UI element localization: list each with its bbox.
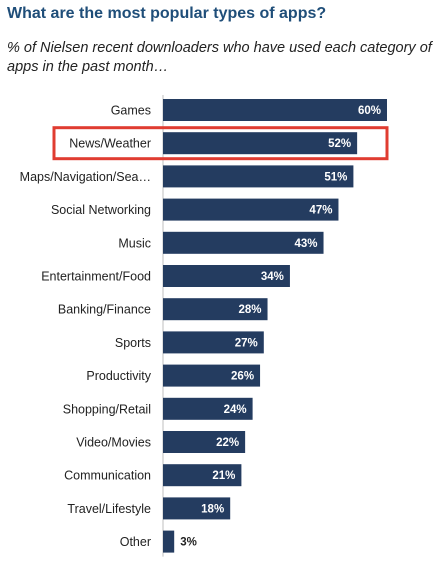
- bar-productivity: [163, 364, 261, 387]
- category-label-entertainment-food: Entertainment/Food: [41, 270, 151, 284]
- value-label-sports: 27%: [235, 337, 258, 349]
- bar-sports: [163, 331, 264, 354]
- bar-travel-lifestyle: [163, 497, 231, 520]
- category-label-games: Games: [111, 104, 151, 118]
- bar-news-weather: [163, 132, 358, 155]
- category-label-shopping-retail: Shopping/Retail: [63, 402, 151, 416]
- value-label-productivity: 26%: [231, 371, 254, 383]
- bar-video-movies: [163, 431, 246, 453]
- highlight-box: [52, 126, 389, 161]
- category-label-social-networking: Social Networking: [51, 203, 151, 217]
- value-label-video-movies: 22%: [216, 437, 239, 449]
- bar-social-networking: [163, 198, 339, 221]
- category-label-sports: Sports: [115, 336, 151, 350]
- category-label-news-weather: News/Weather: [69, 137, 151, 151]
- category-label-other: Other: [120, 535, 151, 549]
- chart-title: What are the most popular types of apps?: [7, 5, 327, 22]
- category-label-communication: Communication: [64, 469, 151, 483]
- category-label-video-movies: Video/Movies: [76, 436, 151, 450]
- bar-other: [163, 530, 175, 553]
- bar-shopping-retail: [163, 397, 253, 420]
- value-label-entertainment-food: 34%: [261, 271, 284, 283]
- value-label-other: 3%: [180, 537, 197, 549]
- value-label-games: 60%: [358, 105, 381, 117]
- bar-maps-navigation-sea: [163, 165, 354, 188]
- bar-music: [163, 231, 324, 254]
- value-label-shopping-retail: 24%: [224, 404, 247, 416]
- bar-banking-finance: [163, 298, 268, 321]
- value-label-social-networking: 47%: [309, 205, 332, 217]
- value-label-travel-lifestyle: 18%: [201, 503, 224, 515]
- value-label-maps-navigation-sea: 51%: [324, 171, 347, 183]
- category-label-music: Music: [118, 236, 151, 250]
- category-label-productivity: Productivity: [86, 369, 151, 383]
- value-label-banking-finance: 28%: [239, 304, 262, 316]
- category-label-travel-lifestyle: Travel/Lifestyle: [67, 502, 151, 516]
- chart-subtitle: % of Nielsen recent downloaders who have…: [7, 40, 432, 75]
- category-label-banking-finance: Banking/Finance: [58, 303, 151, 317]
- value-label-news-weather: 52%: [328, 138, 351, 150]
- bar-communication: [163, 464, 242, 487]
- category-label-maps-navigation-sea: Maps/Navigation/Sea…: [20, 170, 151, 184]
- bar-entertainment-food: [163, 265, 290, 287]
- value-label-music: 43%: [295, 238, 318, 250]
- value-label-communication: 21%: [212, 470, 235, 482]
- bar-games: [163, 99, 387, 121]
